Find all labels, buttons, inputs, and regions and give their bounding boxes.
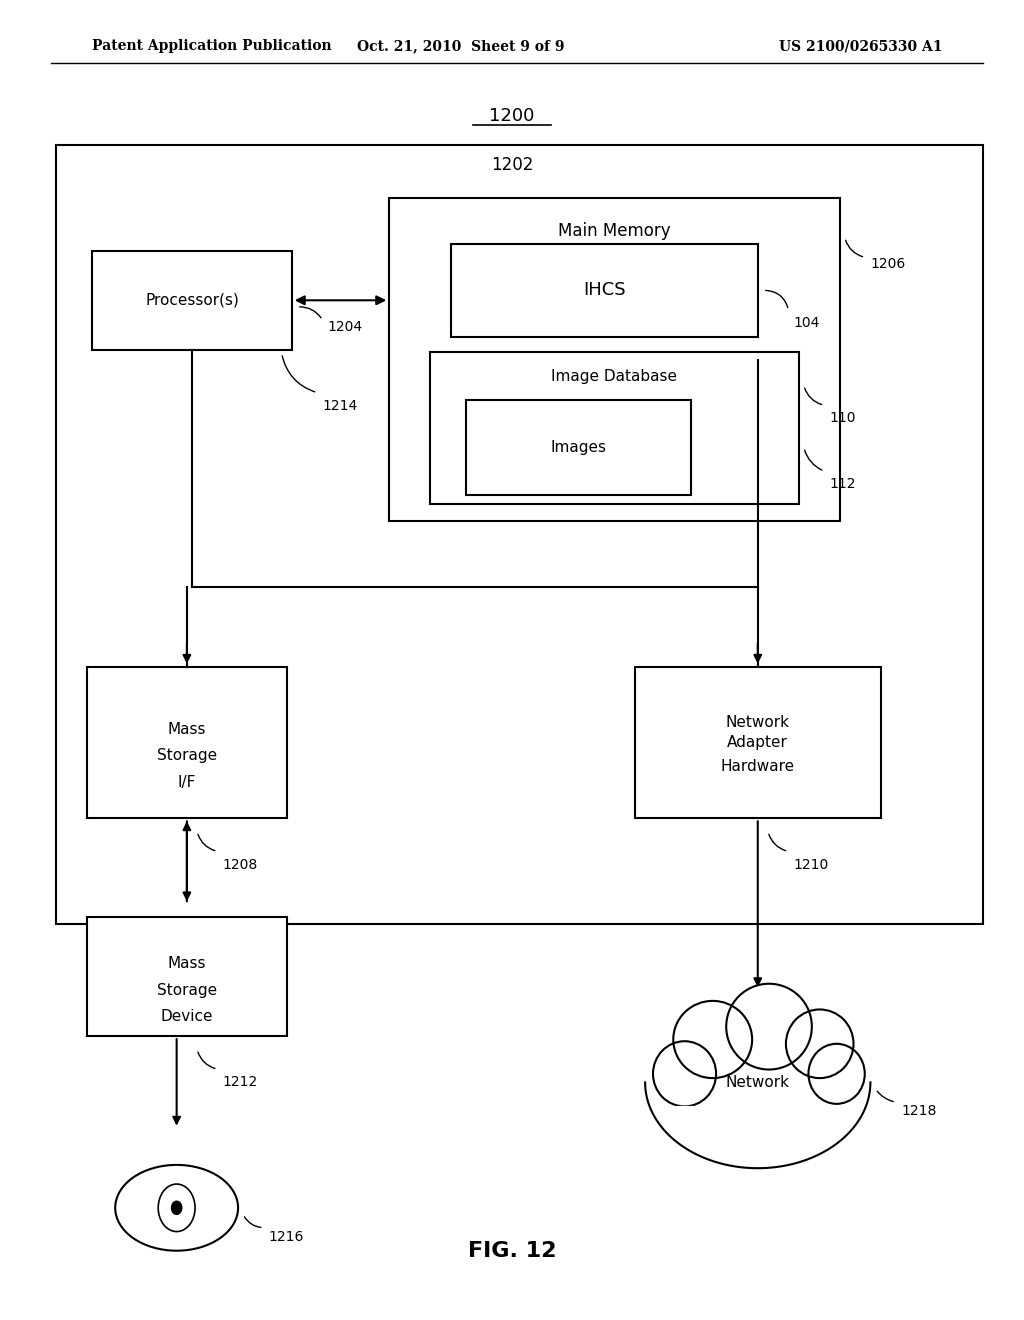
Text: Image Database: Image Database xyxy=(551,368,678,384)
Ellipse shape xyxy=(645,997,870,1168)
Text: Device: Device xyxy=(161,1008,213,1024)
FancyBboxPatch shape xyxy=(87,917,287,1036)
Ellipse shape xyxy=(726,983,812,1069)
Text: 1216: 1216 xyxy=(268,1230,304,1243)
Text: Processor(s): Processor(s) xyxy=(145,293,239,308)
Text: Storage: Storage xyxy=(157,748,217,763)
Text: 1212: 1212 xyxy=(223,1076,258,1089)
Text: 1200: 1200 xyxy=(489,107,535,125)
Text: I/F: I/F xyxy=(178,775,196,789)
FancyBboxPatch shape xyxy=(87,667,287,818)
Ellipse shape xyxy=(786,1010,854,1078)
Text: Mass: Mass xyxy=(168,956,206,972)
FancyBboxPatch shape xyxy=(478,392,703,487)
Text: Oct. 21, 2010  Sheet 9 of 9: Oct. 21, 2010 Sheet 9 of 9 xyxy=(357,40,564,53)
Text: 110: 110 xyxy=(829,412,856,425)
Text: IHCS: IHCS xyxy=(583,281,626,300)
FancyBboxPatch shape xyxy=(451,244,758,337)
Text: Hardware: Hardware xyxy=(721,759,795,774)
FancyBboxPatch shape xyxy=(92,251,292,350)
FancyBboxPatch shape xyxy=(472,396,697,491)
Circle shape xyxy=(171,1201,182,1214)
Ellipse shape xyxy=(115,1164,238,1251)
Ellipse shape xyxy=(674,1001,752,1078)
Ellipse shape xyxy=(808,1044,864,1104)
Text: 104: 104 xyxy=(794,317,820,330)
Text: 1210: 1210 xyxy=(794,858,828,871)
Text: Patent Application Publication: Patent Application Publication xyxy=(92,40,332,53)
FancyBboxPatch shape xyxy=(430,352,799,504)
Text: 1208: 1208 xyxy=(223,858,258,871)
Text: US 2100/0265330 A1: US 2100/0265330 A1 xyxy=(778,40,942,53)
Text: 112: 112 xyxy=(829,478,856,491)
Text: Main Memory: Main Memory xyxy=(558,222,671,240)
Text: Mass: Mass xyxy=(168,722,206,737)
Text: 1206: 1206 xyxy=(870,257,905,271)
Text: FIG. 12: FIG. 12 xyxy=(468,1241,556,1262)
FancyBboxPatch shape xyxy=(389,198,840,521)
Text: Images: Images xyxy=(551,440,606,455)
Text: Storage: Storage xyxy=(157,982,217,998)
FancyBboxPatch shape xyxy=(635,667,881,818)
Text: Network: Network xyxy=(726,715,790,730)
FancyBboxPatch shape xyxy=(466,400,691,495)
Text: Network: Network xyxy=(726,1074,790,1090)
Text: 1204: 1204 xyxy=(328,319,362,334)
Ellipse shape xyxy=(653,1041,716,1106)
Text: 1214: 1214 xyxy=(323,399,357,413)
Circle shape xyxy=(158,1184,195,1232)
Text: 1218: 1218 xyxy=(901,1105,937,1118)
FancyBboxPatch shape xyxy=(56,145,983,924)
Text: Adapter: Adapter xyxy=(727,735,788,750)
Text: 1202: 1202 xyxy=(490,156,534,174)
